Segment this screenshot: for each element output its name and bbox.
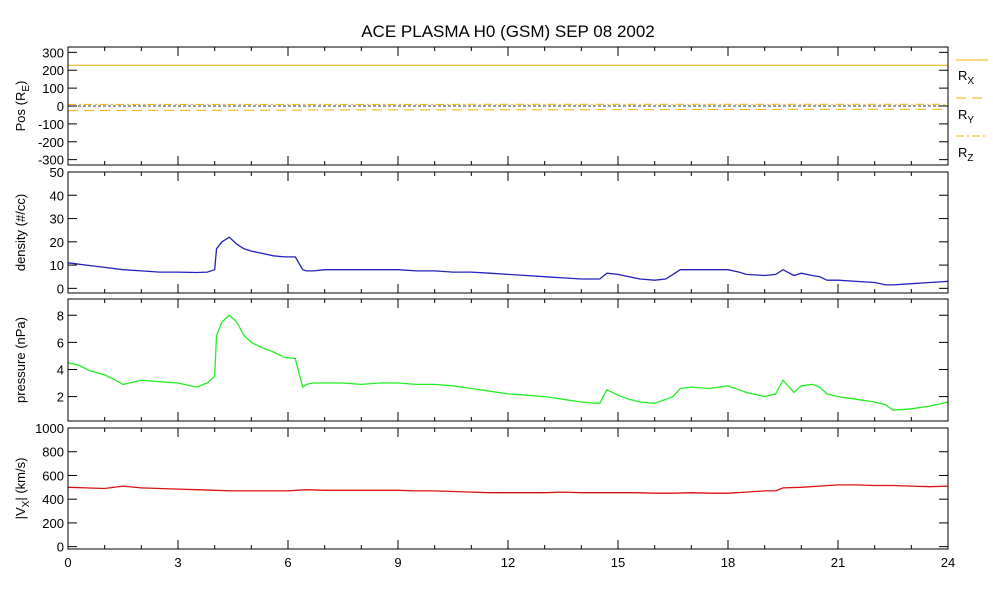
xtick-label: 9 bbox=[394, 555, 401, 570]
xtick-label: 0 bbox=[64, 555, 71, 570]
ytick-label-density: 40 bbox=[50, 188, 64, 203]
ytick-label-pressure: 4 bbox=[57, 362, 64, 377]
ytick-label-density: 30 bbox=[50, 212, 64, 227]
ylabel-density: density (#/cc) bbox=[13, 194, 28, 271]
series-pressure-pressure bbox=[67, 314, 949, 411]
ylabel-pressure: pressure (nPa) bbox=[13, 317, 28, 403]
ytick-label-position: 0 bbox=[57, 99, 64, 114]
xtick-label: 12 bbox=[501, 555, 515, 570]
ytick-label-vx: 400 bbox=[42, 492, 64, 507]
legend-label-rz: RZ bbox=[958, 145, 974, 164]
xtick-label: 21 bbox=[831, 555, 845, 570]
ytick-label-position: 200 bbox=[42, 63, 64, 78]
ytick-label-vx: 600 bbox=[42, 468, 64, 483]
x-axis-tick-labels: 0 3 6 9 12 15 18 21 24 bbox=[64, 555, 955, 570]
legend-label-rx: RX bbox=[958, 68, 974, 87]
panel-pressure: 8 6 4 2 pressure (nPa) bbox=[13, 298, 949, 422]
ytick-label-density: 0 bbox=[57, 281, 64, 296]
series-position-ry bbox=[67, 108, 949, 112]
legend-label-ry: RY bbox=[958, 107, 974, 126]
ylabel-vx: |VX| (km/s) bbox=[13, 458, 32, 520]
ytick-label-vx: 800 bbox=[42, 445, 64, 460]
panel-density: 50 40 30 20 10 0 density (#/cc) bbox=[13, 165, 949, 296]
ylabel-position: Pos (RE) bbox=[13, 81, 32, 132]
ytick-label-pressure: 8 bbox=[57, 308, 64, 323]
ytick-label-vx: 200 bbox=[42, 516, 64, 531]
position-legend: RX RY RZ bbox=[956, 59, 988, 164]
ytick-label-vx: 1000 bbox=[35, 421, 64, 436]
ytick-label-density: 50 bbox=[50, 165, 64, 180]
ytick-label-vx: 0 bbox=[57, 540, 64, 555]
ytick-label-position: -100 bbox=[38, 117, 64, 132]
series-density-density bbox=[67, 236, 949, 286]
series-vx--vx- bbox=[67, 484, 949, 494]
ytick-label-position: -200 bbox=[38, 135, 64, 150]
xtick-label: 3 bbox=[174, 555, 181, 570]
ytick-label-position: 300 bbox=[42, 45, 64, 60]
xtick-label: 6 bbox=[284, 555, 291, 570]
ytick-label-density: 10 bbox=[50, 258, 64, 273]
ytick-label-pressure: 2 bbox=[57, 390, 64, 405]
ytick-label-position: -300 bbox=[38, 153, 64, 168]
ytick-label-pressure: 6 bbox=[57, 335, 64, 350]
xtick-label: 15 bbox=[611, 555, 625, 570]
panel-vx: 1000 800 600 400 200 0 |VX| (km/s) bbox=[13, 421, 949, 555]
xtick-label: 18 bbox=[721, 555, 735, 570]
ytick-label-position: 100 bbox=[42, 81, 64, 96]
panel-position: 300 200 100 0 -100 -200 -300 Pos (RE) bbox=[13, 45, 949, 168]
xtick-label: 24 bbox=[941, 555, 955, 570]
chart-title: ACE PLASMA H0 (GSM) SEP 08 2002 bbox=[361, 22, 655, 41]
ytick-label-density: 20 bbox=[50, 235, 64, 250]
